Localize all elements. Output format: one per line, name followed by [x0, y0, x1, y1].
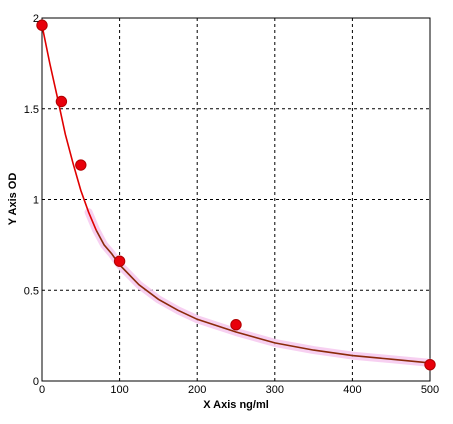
data-point: [75, 159, 87, 171]
data-point: [424, 358, 436, 371]
data-points: [36, 19, 436, 371]
y-tick-label: 1: [33, 195, 39, 207]
x-tick-label: 400: [343, 384, 361, 396]
x-tick-label: 0: [39, 384, 45, 396]
y-tick-label: 0.5: [24, 285, 39, 297]
y-tick-label: 1.5: [24, 104, 39, 116]
fit-curve-lower: [95, 230, 431, 364]
data-point: [55, 95, 68, 108]
x-tick-label: 300: [266, 384, 284, 396]
x-tick-label: 100: [110, 384, 128, 396]
x-tick-labels: 0 100 200 300 400 500: [39, 384, 439, 396]
data-point: [113, 255, 126, 267]
data-point: [230, 319, 242, 331]
data-point: [36, 19, 48, 31]
y-tick-label: 0: [33, 376, 39, 388]
fit-curve-upper: [41, 25, 98, 231]
x-axis-title: X Axis ng/ml: [203, 399, 269, 411]
x-tick-label: 200: [188, 384, 206, 396]
y-tick-label: 2: [33, 13, 39, 25]
fit-curve: [41, 25, 431, 364]
y-tick-labels: 0 0.5 1 1.5 2: [24, 13, 39, 388]
y-axis-title: Y Axis OD: [7, 173, 19, 226]
x-tick-label: 500: [421, 384, 439, 396]
